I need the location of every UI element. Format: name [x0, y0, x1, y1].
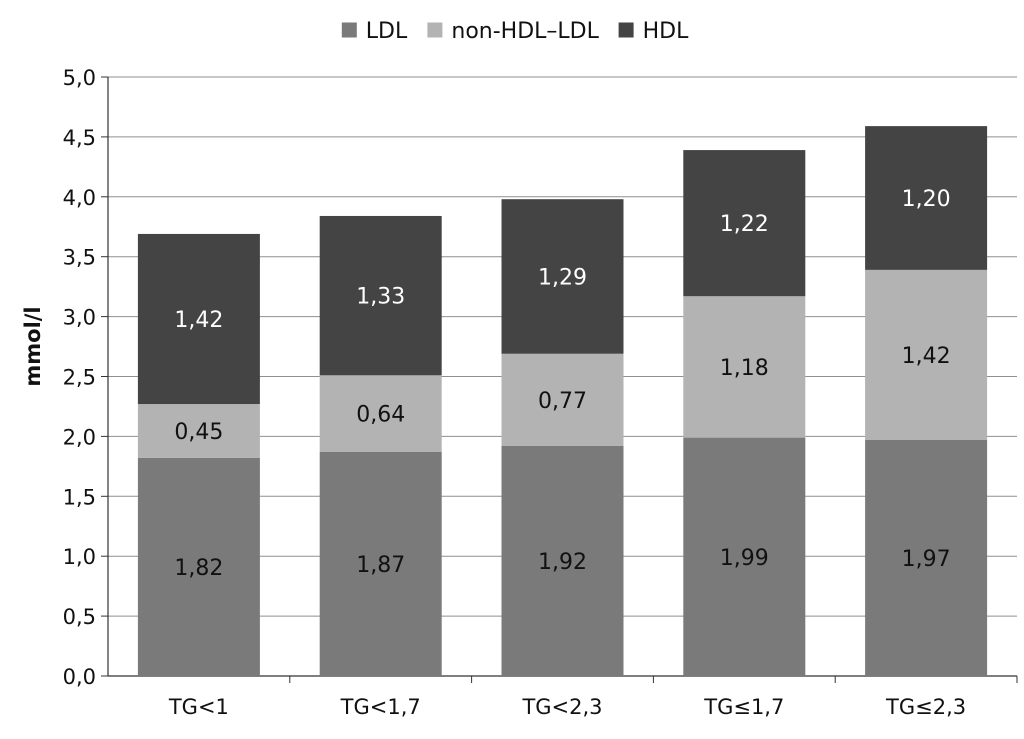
data-label: 1,42	[902, 344, 951, 369]
bar-segment-non-hdl-ldl	[683, 296, 806, 438]
y-tick-label: 0,5	[63, 605, 96, 629]
x-axis: TG<1 TG<1,7 TG<2,3 TG≤1,7 TG≤2,3	[168, 676, 1018, 719]
legend-swatch	[618, 22, 634, 38]
data-label: 0,64	[356, 403, 405, 428]
bar-segment-hdl	[137, 233, 260, 405]
data-label: 1,33	[356, 285, 405, 310]
bar-segment-ldl	[501, 445, 624, 676]
y-tick-label: 4,0	[63, 186, 96, 210]
bar-segment-ldl	[319, 451, 442, 676]
y-tick-label: 5,0	[63, 66, 96, 90]
data-label: 1,99	[720, 546, 769, 571]
data-label: 1,18	[720, 356, 769, 381]
legend: LDL non-HDL–LDL HDL	[341, 19, 689, 44]
data-label: 1,20	[902, 187, 951, 212]
legend-label: LDL	[366, 19, 408, 44]
legend-swatch	[427, 22, 443, 38]
bar-segment-non-hdl-ldl	[865, 269, 988, 440]
data-label: 1,92	[538, 550, 587, 575]
y-tick-label: 1,0	[63, 545, 96, 569]
x-tick-label: TG<1	[168, 695, 229, 719]
bars: 1,82 0,45 1,42 1,87 0,64 1,33 1,92 0,77 1,29 1,99…	[137, 126, 988, 676]
y-tick-label: 1,5	[63, 485, 96, 509]
data-label: 1,22	[720, 212, 769, 237]
y-tick-label: 2,0	[63, 425, 96, 449]
x-tick-label: TG<1,7	[340, 695, 421, 719]
legend-label: HDL	[643, 19, 689, 44]
bar-segment-non-hdl-ldl	[319, 375, 442, 452]
data-label: 0,45	[174, 420, 223, 445]
bar-segment-hdl	[501, 199, 624, 354]
bar-segment-ldl	[683, 437, 806, 676]
bar-segment-ldl	[137, 457, 260, 676]
y-tick-label: 2,5	[63, 366, 96, 390]
y-tick-label: 3,0	[63, 306, 96, 330]
data-label: 1,82	[174, 556, 223, 581]
data-label: 1,42	[174, 308, 223, 333]
data-label: 1,87	[356, 553, 405, 578]
bar-segment-ldl	[865, 439, 988, 676]
x-tick-label: TG<2,3	[521, 695, 602, 719]
y-tick-label: 4,5	[63, 126, 96, 150]
x-tick-label: TG≤1,7	[703, 695, 784, 719]
legend-swatch	[341, 22, 357, 38]
data-label: 1,29	[538, 265, 587, 290]
bar-segment-non-hdl-ldl	[501, 353, 624, 446]
bar-segment-hdl	[319, 215, 442, 376]
data-label: 0,77	[538, 389, 587, 414]
y-axis-label: mmol/l	[21, 306, 45, 386]
data-label: 1,97	[902, 547, 951, 572]
legend-label: non-HDL–LDL	[451, 19, 599, 44]
y-tick-label: 0,0	[63, 665, 96, 689]
bar-segment-non-hdl-ldl	[137, 404, 260, 458]
bar-segment-hdl	[865, 126, 988, 270]
x-tick-label: TG≤2,3	[885, 695, 966, 719]
bar-segment-hdl	[683, 150, 806, 297]
y-tick-label: 3,5	[63, 246, 96, 270]
